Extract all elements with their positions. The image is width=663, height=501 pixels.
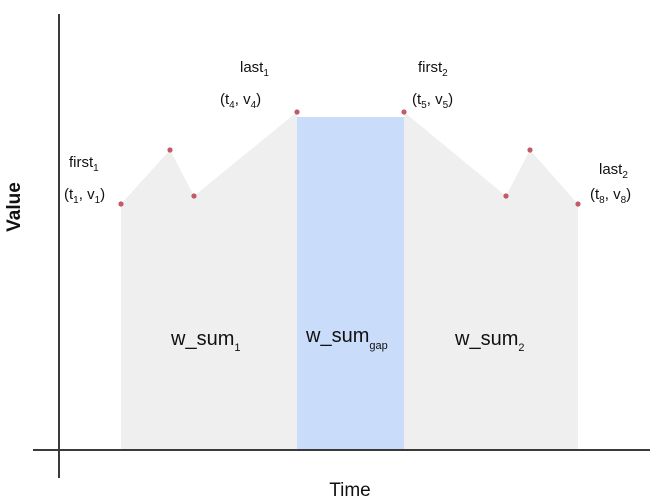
label-last-2: last2 [599,161,628,181]
point-6 [503,193,509,199]
area-window-2 [404,112,578,450]
region-label-w-sum-gap: w_sumgap [305,325,388,352]
label-first-2: first2 [418,59,448,79]
label-first-1-coords: (t1, v1) [64,186,105,206]
point-8 [575,201,581,207]
label-last-1: last1 [240,59,269,79]
data-points [118,109,581,207]
region-label-w-sum-1: w_sum1 [170,328,240,354]
point-2 [167,147,173,153]
label-first-2-coords: (t5, v5) [412,91,453,111]
point-4 [294,109,300,115]
x-axis-label: Time [329,480,371,501]
label-last-2-coords: (t8, v8) [590,186,631,206]
gap-region [297,117,404,450]
label-first-1: first1 [69,154,99,174]
region-label-w-sum-2: w_sum2 [454,328,524,354]
point-5 [401,109,407,115]
point-7 [527,147,533,153]
point-3 [191,193,197,199]
point-1 [118,201,124,207]
area-window-1 [121,112,297,450]
label-last-1-coords: (t4, v4) [220,91,261,111]
y-axis-label: Value [4,182,25,232]
